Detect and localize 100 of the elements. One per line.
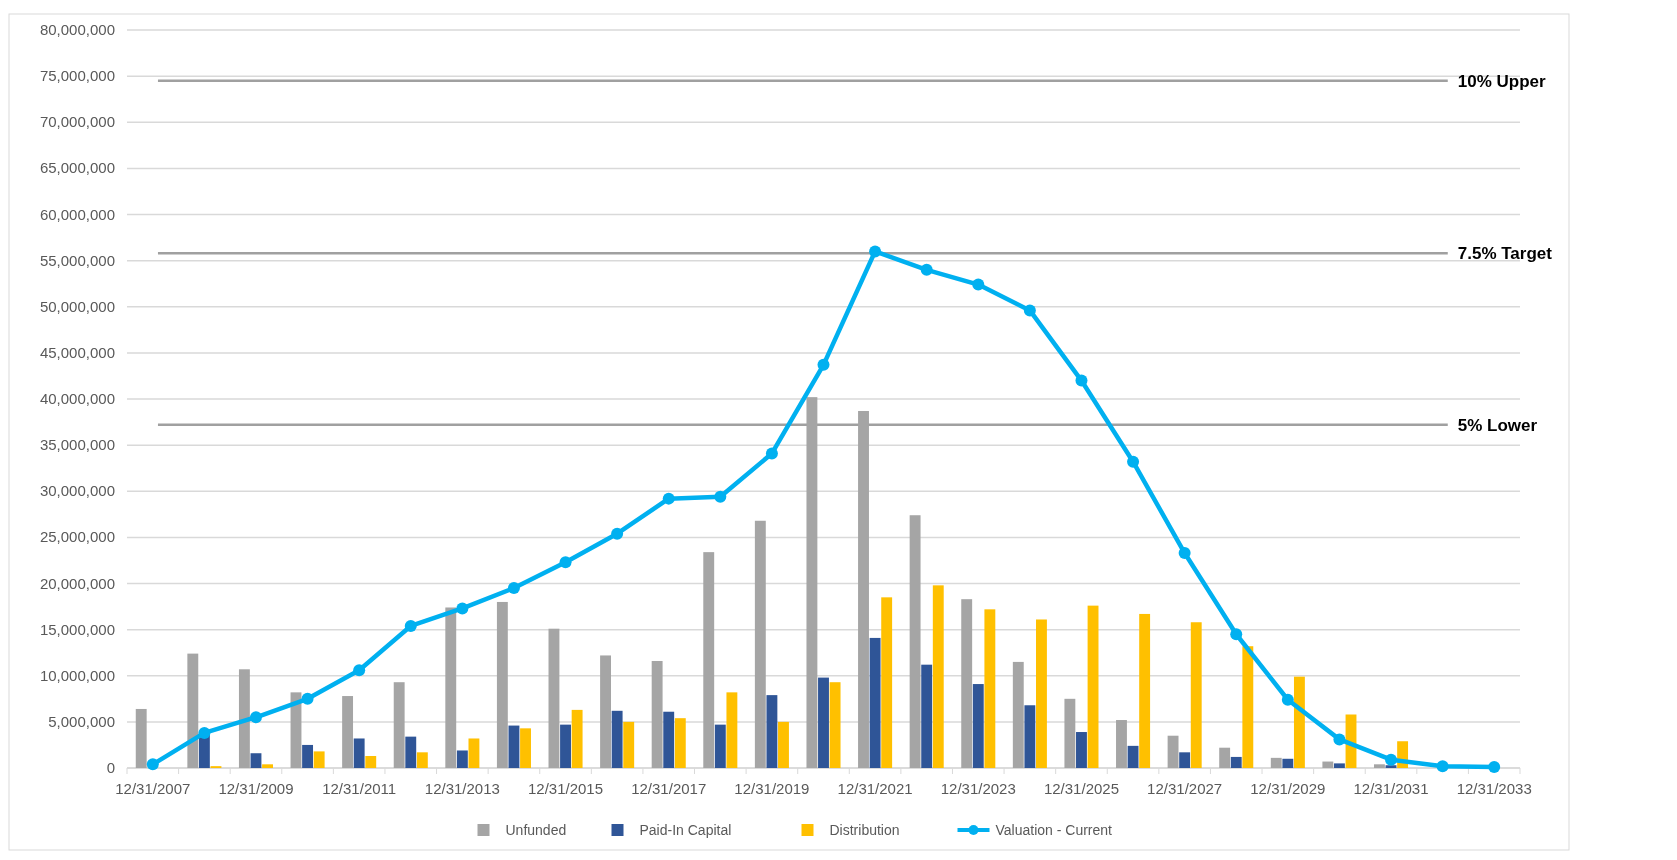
y-tick-label: 80,000,000 bbox=[39, 21, 115, 38]
bar bbox=[674, 718, 686, 768]
x-tick-label: 12/31/2017 bbox=[631, 780, 707, 797]
bar bbox=[881, 597, 893, 768]
x-tick-label: 12/31/2027 bbox=[1147, 780, 1223, 797]
bar bbox=[1190, 622, 1202, 768]
bar bbox=[1385, 765, 1397, 768]
point bbox=[1230, 628, 1243, 641]
legend-label: Paid-In Capital bbox=[639, 822, 732, 838]
point bbox=[353, 664, 366, 677]
point bbox=[249, 711, 262, 724]
point bbox=[1488, 761, 1501, 774]
bar bbox=[342, 696, 354, 768]
y-tick-label: 25,000,000 bbox=[39, 528, 115, 546]
bar bbox=[238, 669, 250, 768]
x-tick-label: 12/31/2029 bbox=[1250, 780, 1326, 797]
bar bbox=[405, 736, 417, 768]
bar bbox=[1036, 619, 1047, 768]
x-tick-label: 12/31/2023 bbox=[940, 780, 1016, 797]
bar bbox=[663, 711, 675, 768]
point bbox=[920, 263, 933, 276]
bar bbox=[1230, 756, 1242, 768]
bar bbox=[972, 684, 984, 768]
bar bbox=[1179, 752, 1191, 768]
bar bbox=[187, 653, 199, 768]
y-tick-label: 10,000,000 bbox=[39, 666, 115, 684]
bar bbox=[703, 552, 715, 768]
point bbox=[765, 447, 778, 460]
point bbox=[714, 490, 727, 503]
bar bbox=[1116, 720, 1127, 768]
bar bbox=[508, 725, 520, 768]
bar bbox=[754, 520, 766, 768]
bar bbox=[1242, 646, 1254, 768]
legend-label: Distribution bbox=[829, 822, 900, 838]
legend-label: Unfunded bbox=[505, 822, 567, 838]
x-tick-label: 12/31/2009 bbox=[218, 780, 294, 797]
y-tick-label: 75,000,000 bbox=[39, 67, 115, 85]
bar bbox=[778, 721, 789, 768]
y-tick-label: 60,000,000 bbox=[39, 205, 115, 223]
point bbox=[1436, 760, 1449, 773]
point bbox=[1281, 693, 1294, 706]
bar bbox=[365, 756, 377, 768]
point bbox=[1023, 304, 1036, 317]
bar bbox=[1167, 735, 1179, 768]
y-tick-label: 20,000,000 bbox=[39, 574, 115, 592]
bar bbox=[560, 724, 571, 768]
bar bbox=[818, 677, 829, 768]
bar bbox=[961, 599, 973, 768]
x-tick-label: 12/31/2025 bbox=[1043, 780, 1119, 797]
point bbox=[817, 358, 830, 371]
bar bbox=[135, 708, 147, 768]
bar bbox=[1064, 698, 1076, 768]
bar bbox=[520, 728, 531, 768]
bar bbox=[393, 682, 405, 768]
bar bbox=[909, 515, 921, 768]
point bbox=[559, 556, 572, 569]
point bbox=[456, 602, 469, 615]
x-tick-label: 12/31/2015 bbox=[528, 780, 604, 797]
bar bbox=[1293, 676, 1305, 768]
bar bbox=[313, 751, 325, 768]
bar bbox=[1322, 761, 1334, 768]
bar bbox=[416, 752, 428, 768]
bar bbox=[548, 628, 560, 768]
bar bbox=[984, 609, 996, 768]
bar bbox=[1024, 705, 1036, 768]
bar bbox=[600, 655, 611, 768]
point bbox=[1385, 753, 1398, 766]
y-tick-label: 55,000,000 bbox=[39, 251, 115, 269]
bar bbox=[829, 682, 841, 768]
bar bbox=[869, 637, 881, 768]
point bbox=[301, 692, 314, 705]
x-tick-label: 12/31/2019 bbox=[734, 780, 810, 797]
bar bbox=[262, 764, 274, 768]
x-tick-label: 12/31/2033 bbox=[1456, 780, 1532, 797]
bar bbox=[468, 738, 480, 768]
bar bbox=[766, 695, 778, 768]
y-tick-label: 65,000,000 bbox=[39, 159, 115, 177]
bar bbox=[932, 585, 944, 768]
bar bbox=[1333, 763, 1345, 768]
bar bbox=[921, 664, 933, 768]
y-tick-label: 5,000,000 bbox=[48, 712, 115, 730]
bar bbox=[1076, 732, 1087, 768]
x-tick-label: 12/31/2013 bbox=[424, 780, 500, 797]
y-tick-label: 35,000,000 bbox=[39, 436, 115, 454]
bar bbox=[1282, 758, 1294, 768]
point bbox=[1127, 455, 1140, 468]
point bbox=[198, 726, 211, 739]
y-tick-label: 30,000,000 bbox=[39, 482, 115, 500]
x-tick-label: 12/31/2021 bbox=[837, 780, 913, 797]
bar bbox=[1139, 613, 1151, 768]
point bbox=[146, 758, 159, 771]
y-tick-label: 0 bbox=[106, 759, 115, 776]
point bbox=[1178, 547, 1191, 560]
bar bbox=[353, 738, 365, 768]
point bbox=[1075, 374, 1088, 387]
legend-label: Valuation - Current bbox=[995, 822, 1113, 838]
bar bbox=[726, 692, 738, 768]
bar bbox=[571, 709, 583, 768]
point bbox=[404, 619, 417, 632]
y-tick-label: 70,000,000 bbox=[39, 113, 115, 131]
